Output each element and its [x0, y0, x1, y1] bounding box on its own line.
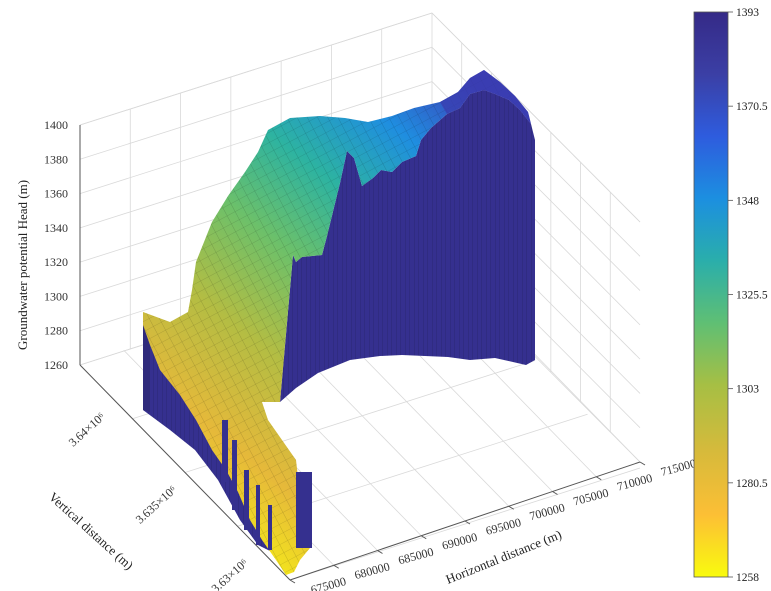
z-grid-left-wall [79, 12, 433, 126]
z-tick-label: 1360 [44, 187, 68, 201]
surface-plot [143, 70, 535, 575]
y-axis-line [79, 364, 291, 581]
y-tick-label: 3.63×10⁶ [209, 556, 251, 591]
x-tick-label: 715000 [659, 456, 697, 479]
y-tick-label: 3.64×10⁶ [66, 410, 108, 450]
x-tick-mark [639, 461, 646, 466]
z-grid-right-wall [431, 12, 641, 223]
z-tick-label: 1280 [44, 324, 68, 338]
x-tick-label: 675000 [309, 574, 347, 591]
colorbar-tick-label: 1325.5 [736, 290, 768, 302]
x-tick-mark [508, 505, 515, 510]
z-tick-label: 1380 [44, 152, 68, 166]
wall-left-front [143, 320, 150, 412]
colorbar-tick-label: 1348 [736, 195, 759, 207]
z-tick-label: 1260 [44, 358, 68, 372]
channel-pillars [222, 420, 312, 550]
colorbar-gradient [693, 11, 729, 578]
wall-right-lines [280, 90, 535, 402]
colorbar-tick-label: 1303 [736, 384, 759, 396]
z-tick-label: 1320 [44, 255, 68, 269]
colorbar-ticks: 1393 1370.5 1348 1325.5 1303 1280.5 1258 [728, 7, 768, 584]
floor-grid-x [289, 467, 641, 581]
x-tick-mark [595, 476, 602, 481]
x-tick-label: 695000 [484, 515, 522, 538]
colorbar [693, 11, 729, 578]
z-grid-left-wall [79, 46, 433, 160]
x-tick-label: 690000 [440, 530, 478, 553]
z-axis-label: Groundwater potential Head (m) [15, 180, 30, 350]
surface-ridge-dark [440, 70, 531, 124]
colorbar-tick-label: 1370.5 [736, 101, 768, 113]
z-tick-label: 1300 [44, 289, 68, 303]
x-tick-label: 680000 [353, 559, 391, 582]
x-tick-mark [552, 491, 558, 495]
z-tick-label: 1340 [44, 221, 68, 235]
x-tick-mark [289, 579, 296, 584]
z-tick-label: 1400 [44, 118, 68, 132]
x-tick-mark [377, 550, 383, 554]
x-tick-mark [420, 535, 427, 540]
x-tick-mark [464, 520, 471, 525]
head-surface-mesh [143, 70, 531, 575]
z-grid-left-wall [79, 81, 433, 194]
y-axis-label: Vertical distance (m) [46, 489, 137, 573]
y-tick-label: 3.635×10⁶ [133, 483, 179, 527]
x-tick-label: 685000 [397, 545, 435, 568]
x-tick-mark [333, 564, 340, 569]
colorbar-tick-label: 1258 [736, 572, 759, 584]
x-tick-label: 705000 [572, 486, 610, 509]
x-tick-label: 700000 [528, 500, 566, 523]
colorbar-tick-label: 1280.5 [736, 478, 768, 490]
colorbar-tick-label: 1393 [736, 7, 759, 19]
